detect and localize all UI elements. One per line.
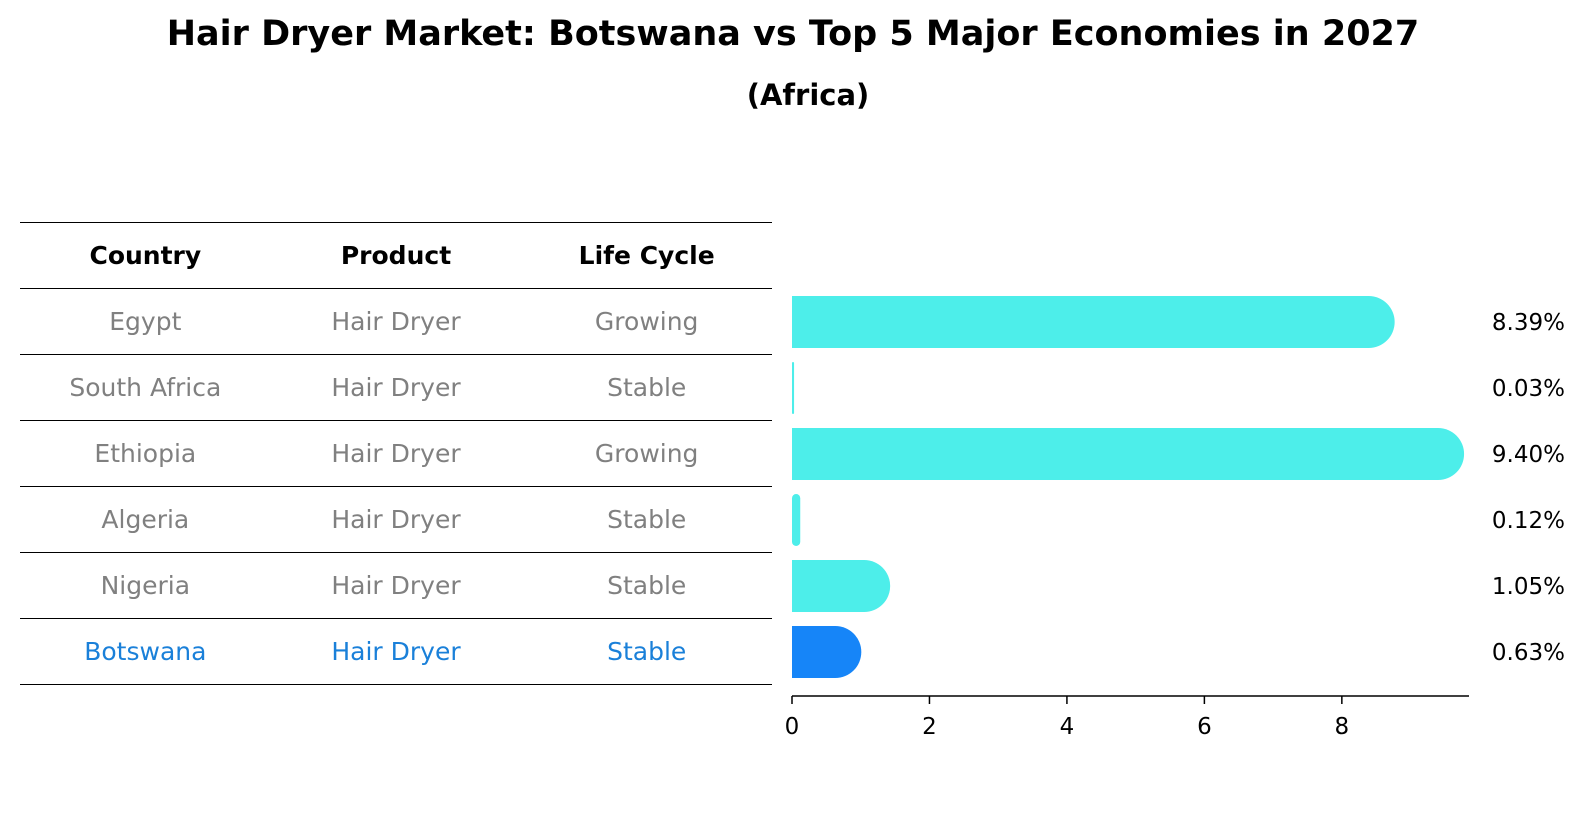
value-label: 0.12% <box>1492 508 1565 534</box>
cell-country: Nigeria <box>100 571 191 600</box>
bar-egypt <box>792 296 1395 348</box>
table-row: Egypt Hair Dryer Growing <box>20 289 772 355</box>
bar-left-cap <box>792 626 818 678</box>
cell-product: Hair Dryer <box>331 307 461 336</box>
cell-life-cycle: Growing <box>594 307 699 336</box>
value-label: 0.03% <box>1492 376 1565 402</box>
bar-left-cap <box>792 560 818 612</box>
cell-life-cycle: Stable <box>607 505 687 534</box>
bar-ethiopia <box>792 428 1465 480</box>
chart-subtitle: (Africa) <box>746 78 870 112</box>
x-tick-label: 4 <box>1060 714 1075 740</box>
cell-product: Hair Dryer <box>331 571 461 600</box>
header-life-cycle: Life Cycle <box>578 241 715 270</box>
cell-country: South Africa <box>69 373 222 402</box>
cell-product: Hair Dryer <box>331 505 461 534</box>
cell-country: Algeria <box>101 505 190 534</box>
cell-country: Egypt <box>109 307 182 336</box>
bar-left-cap <box>792 428 818 480</box>
x-tick-label: 8 <box>1335 714 1350 740</box>
cell-country: Ethiopia <box>94 439 197 468</box>
value-label: 8.39% <box>1492 310 1565 336</box>
cell-life-cycle: Stable <box>607 373 687 402</box>
x-tick-label: 0 <box>785 714 800 740</box>
cell-product: Hair Dryer <box>331 373 461 402</box>
bar-left-cap <box>792 296 818 348</box>
header-product: Product <box>340 241 452 270</box>
chart-title: Hair Dryer Market: Botswana vs Top 5 Maj… <box>166 14 1420 54</box>
cell-life-cycle: Growing <box>594 439 699 468</box>
cell-life-cycle: Stable <box>607 571 687 600</box>
table-row: Nigeria Hair Dryer Stable <box>20 553 772 619</box>
table-row: Ethiopia Hair Dryer Growing <box>20 421 772 487</box>
cell-product: Hair Dryer <box>331 637 461 666</box>
table-row-highlight: Botswana Hair Dryer Stable <box>20 619 772 685</box>
x-tick-label: 6 <box>1197 714 1212 740</box>
cell-country: Botswana <box>84 637 207 666</box>
cell-life-cycle: Stable <box>607 637 687 666</box>
bar-algeria <box>792 494 801 546</box>
value-label: 1.05% <box>1492 574 1565 600</box>
bar-south-africa <box>792 362 795 414</box>
value-label: 9.40% <box>1492 442 1565 468</box>
table-row: Algeria Hair Dryer Stable <box>20 487 772 553</box>
table-row: South Africa Hair Dryer Stable <box>20 355 772 421</box>
x-tick-label: 2 <box>922 714 937 740</box>
cell-product: Hair Dryer <box>331 439 461 468</box>
table-header-row: Country Product Life Cycle <box>20 223 772 289</box>
market-table: Country Product Life Cycle Egypt Hair Dr… <box>20 222 772 685</box>
header-country: Country <box>89 241 202 270</box>
value-label: 0.63% <box>1492 640 1565 666</box>
